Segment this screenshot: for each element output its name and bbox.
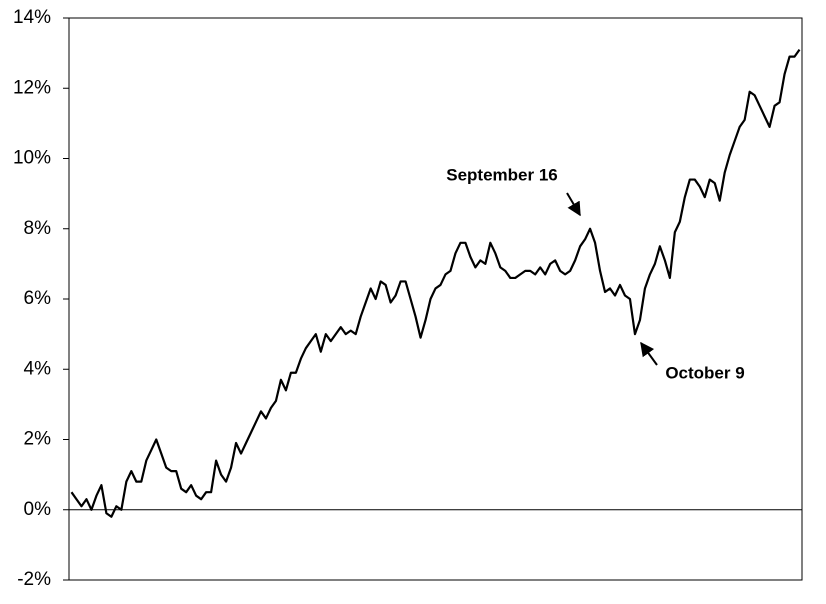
y-tick-label: 2% [24,429,52,450]
y-tick-label: 12% [13,77,51,98]
y-tick-label: 4% [24,358,52,379]
annotation: October 9 [665,363,744,382]
y-tick-label: -2% [17,569,51,590]
y-tick-label: 14% [13,7,51,28]
y-tick-label: 10% [13,148,51,169]
y-tick-label: 8% [24,218,52,239]
y-tick-label: 0% [24,499,52,520]
plot-frame [68,17,803,581]
annotation-arrow [566,192,581,217]
annotation: September 16 [446,165,558,184]
y-tick-label: 6% [24,288,52,309]
series-line [70,48,801,518]
annotation-arrow [640,341,658,366]
